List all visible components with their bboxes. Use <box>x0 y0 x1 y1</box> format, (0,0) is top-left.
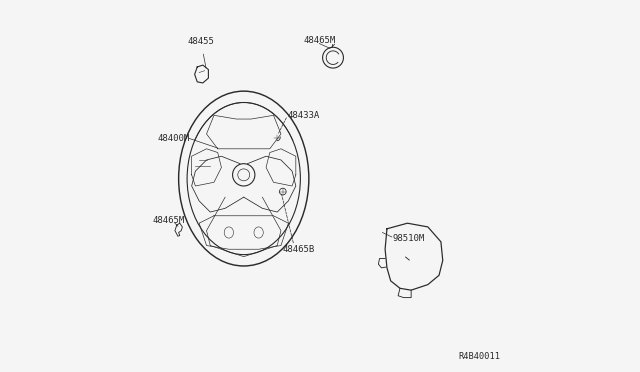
Text: 48433A: 48433A <box>287 111 320 120</box>
Text: 48455: 48455 <box>188 37 215 46</box>
Polygon shape <box>385 223 443 290</box>
Text: 98510M: 98510M <box>392 234 425 243</box>
Polygon shape <box>207 115 281 149</box>
Text: 48400M: 48400M <box>157 134 189 143</box>
Text: R4B40011: R4B40011 <box>458 352 500 361</box>
Text: 48465M: 48465M <box>152 216 185 225</box>
Text: 48465B: 48465B <box>283 246 315 254</box>
Polygon shape <box>195 65 209 83</box>
Polygon shape <box>175 223 182 236</box>
Text: 48465M: 48465M <box>303 36 335 45</box>
